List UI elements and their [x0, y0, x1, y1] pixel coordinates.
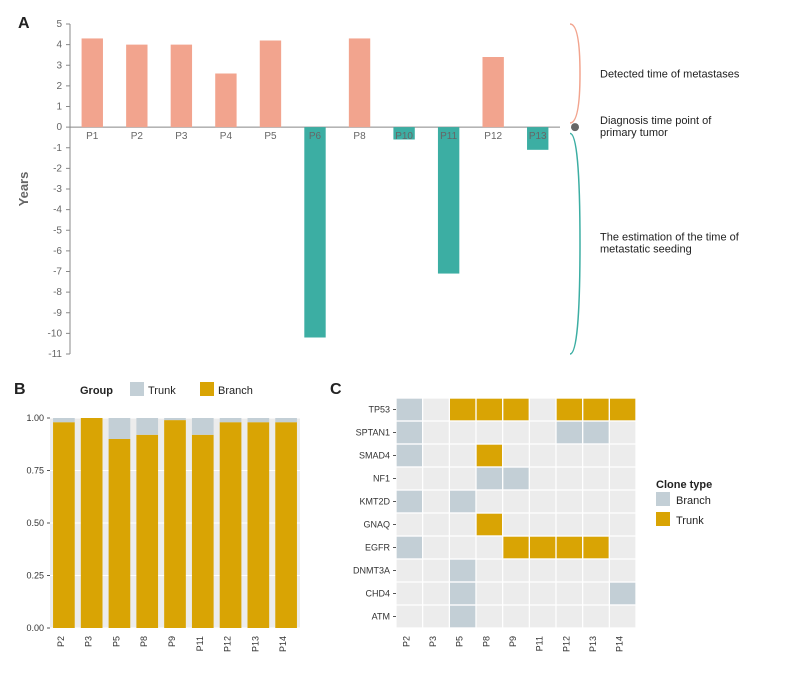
svg-text:P6: P6	[309, 131, 322, 142]
svg-text:Detected time of metastases: Detected time of metastases	[600, 69, 740, 81]
svg-text:-1: -1	[53, 143, 62, 154]
svg-text:P4: P4	[220, 131, 233, 142]
svg-text:EGFR: EGFR	[365, 543, 391, 553]
figure: A-11-10-9-8-7-6-5-4-3-2-1012345YearsP1P2…	[10, 10, 780, 668]
svg-text:1.00: 1.00	[26, 413, 44, 423]
svg-text:P12: P12	[561, 636, 571, 652]
svg-text:P8: P8	[353, 131, 366, 142]
svg-text:P11: P11	[535, 636, 545, 651]
svg-text:Trunk: Trunk	[148, 385, 176, 397]
svg-text:P10: P10	[395, 131, 413, 142]
svg-text:0.75: 0.75	[26, 466, 44, 476]
svg-text:B: B	[14, 381, 26, 398]
svg-text:DNMT3A: DNMT3A	[353, 566, 390, 576]
svg-text:P2: P2	[401, 636, 411, 647]
svg-text:P14: P14	[278, 636, 288, 652]
svg-text:P12: P12	[223, 636, 233, 652]
svg-text:P13: P13	[588, 636, 598, 652]
svg-text:0.25: 0.25	[26, 571, 44, 581]
svg-text:0.00: 0.00	[26, 623, 44, 633]
svg-text:P8: P8	[481, 636, 491, 647]
svg-text:C: C	[330, 381, 342, 398]
svg-text:4: 4	[56, 40, 62, 51]
svg-text:Branch: Branch	[676, 495, 711, 507]
svg-text:KMT2D: KMT2D	[359, 497, 390, 507]
svg-text:-7: -7	[53, 267, 62, 278]
svg-text:P3: P3	[428, 636, 438, 647]
svg-text:P9: P9	[508, 636, 518, 647]
svg-text:SPTAN1: SPTAN1	[356, 428, 390, 438]
panel-c: C TP53 SPTAN1 SMAD4 NF1 KMT2D GNAQ EGFR DNMT3A CH…	[326, 378, 776, 668]
panel-row-bc: B Group Trunk Branch 0.00 0.25 0.50 0.75 1.00 P2 P…	[10, 378, 780, 668]
svg-text:Diagnosis time point of: Diagnosis time point of	[600, 115, 712, 127]
svg-text:P3: P3	[175, 131, 188, 142]
svg-text:Clone type: Clone type	[656, 479, 712, 491]
svg-text:Years: Years	[16, 172, 31, 207]
panel-b-svg: B Group Trunk Branch 0.00 0.25 0.50 0.75 1.00 P2 P…	[10, 378, 320, 668]
svg-text:1: 1	[56, 102, 62, 113]
svg-text:P11: P11	[195, 636, 205, 651]
svg-text:P5: P5	[455, 636, 465, 647]
svg-text:P13: P13	[250, 636, 260, 652]
svg-text:3: 3	[56, 60, 62, 71]
panel-a: A-11-10-9-8-7-6-5-4-3-2-1012345YearsP1P2…	[10, 10, 780, 370]
svg-text:metastatic seeding: metastatic seeding	[600, 244, 692, 256]
panel-b: B Group Trunk Branch 0.00 0.25 0.50 0.75 1.00 P2 P…	[10, 378, 320, 668]
svg-text:primary tumor: primary tumor	[600, 127, 668, 139]
svg-text:P5: P5	[264, 131, 277, 142]
svg-text:CHD4: CHD4	[365, 589, 390, 599]
svg-text:-2: -2	[53, 163, 62, 174]
svg-text:P11: P11	[440, 131, 457, 142]
svg-text:2: 2	[56, 81, 62, 92]
svg-text:ATM: ATM	[372, 612, 390, 622]
svg-text:Trunk: Trunk	[676, 515, 704, 527]
svg-text:P2: P2	[56, 636, 66, 647]
svg-text:TP53: TP53	[368, 405, 390, 415]
svg-text:P13: P13	[529, 131, 547, 142]
svg-text:0: 0	[56, 122, 62, 133]
svg-text:SMAD4: SMAD4	[359, 451, 390, 461]
panel-a-svg: A-11-10-9-8-7-6-5-4-3-2-1012345YearsP1P2…	[10, 10, 780, 370]
svg-text:P2: P2	[131, 131, 144, 142]
svg-text:P5: P5	[111, 636, 121, 647]
svg-text:P14: P14	[615, 636, 625, 652]
svg-text:5: 5	[56, 19, 62, 30]
svg-text:P3: P3	[84, 636, 94, 647]
svg-text:-3: -3	[53, 184, 62, 195]
svg-text:NF1: NF1	[373, 474, 390, 484]
svg-text:GNAQ: GNAQ	[363, 520, 390, 530]
svg-text:A: A	[18, 15, 30, 32]
svg-text:-11: -11	[48, 349, 62, 360]
svg-text:-10: -10	[48, 328, 63, 339]
svg-text:-5: -5	[53, 225, 62, 236]
svg-text:-9: -9	[53, 308, 62, 319]
svg-text:-6: -6	[53, 246, 62, 257]
svg-text:P8: P8	[139, 636, 149, 647]
svg-text:0.50: 0.50	[26, 518, 44, 528]
panel-c-svg: C TP53 SPTAN1 SMAD4 NF1 KMT2D GNAQ EGFR DNMT3A CH…	[326, 378, 776, 668]
svg-text:-4: -4	[53, 205, 62, 216]
svg-text:P12: P12	[484, 131, 502, 142]
svg-text:Group: Group	[80, 385, 113, 397]
svg-text:P1: P1	[86, 131, 99, 142]
svg-text:The estimation of the time of: The estimation of the time of	[600, 232, 740, 244]
svg-text:P9: P9	[167, 636, 177, 647]
svg-text:Branch: Branch	[218, 385, 253, 397]
svg-text:-8: -8	[53, 287, 62, 298]
